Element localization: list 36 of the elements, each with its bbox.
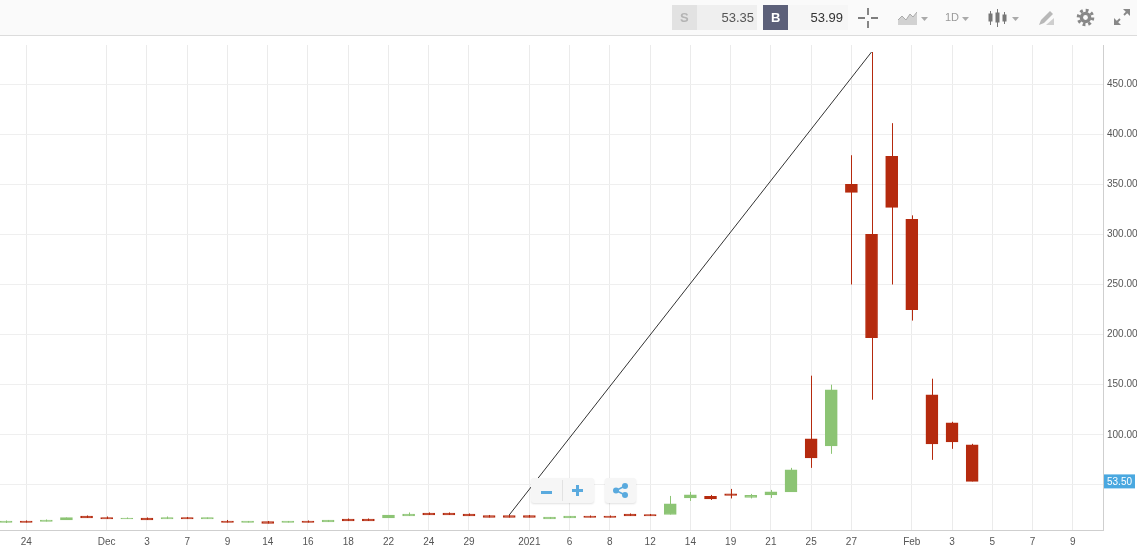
x-tick-label: 9 <box>1070 535 1077 547</box>
x-tick-label: 14 <box>684 535 697 547</box>
x-tick-label: 2021 <box>518 535 541 547</box>
x-tick-label: 7 <box>184 535 191 547</box>
x-tick-label: 5 <box>989 535 996 547</box>
text: 1D <box>945 10 960 25</box>
x-tick-label: 29 <box>463 535 475 547</box>
x-tick-label: 6 <box>566 535 573 547</box>
y-tick-label: 400.00 <box>1107 127 1137 139</box>
x-tick-label: 14 <box>262 535 274 547</box>
x-tick-label: 24 <box>423 535 435 547</box>
x-tick-label: 21 <box>765 535 777 547</box>
y-tick-label: 200.00 <box>1107 328 1137 340</box>
x-tick-label: 3 <box>144 535 151 547</box>
y-tick-label: 350.00 <box>1107 178 1137 190</box>
x-tick-label: Dec <box>97 535 116 547</box>
x-tick-label: 12 <box>644 535 657 547</box>
x-tick-label: 22 <box>382 535 395 547</box>
x-tick-label: 3 <box>949 535 956 547</box>
x-tick-label: 24 <box>20 535 33 547</box>
x-tick-label: 19 <box>725 535 737 547</box>
x-tick-label: 25 <box>805 535 818 547</box>
x-tick-label: Feb <box>903 535 921 547</box>
y-tick-label: 150.00 <box>1107 378 1137 390</box>
x-tick-label: 18 <box>342 535 355 547</box>
y-tick-label: 300.00 <box>1107 228 1137 240</box>
y-tick-label: 100.00 <box>1107 428 1137 440</box>
x-tick-label: 7 <box>1029 535 1036 547</box>
price-field: B 53.99 <box>763 5 848 30</box>
x-tick-label: 8 <box>607 535 614 547</box>
x-tick-label: 16 <box>302 535 314 547</box>
x-tick-label: 27 <box>845 535 858 547</box>
y-tick-label: 450.00 <box>1107 77 1137 89</box>
y-tick-label: 250.00 <box>1107 278 1137 290</box>
x-tick-label: 9 <box>224 535 231 547</box>
annotation: 53.50 <box>1107 475 1133 487</box>
